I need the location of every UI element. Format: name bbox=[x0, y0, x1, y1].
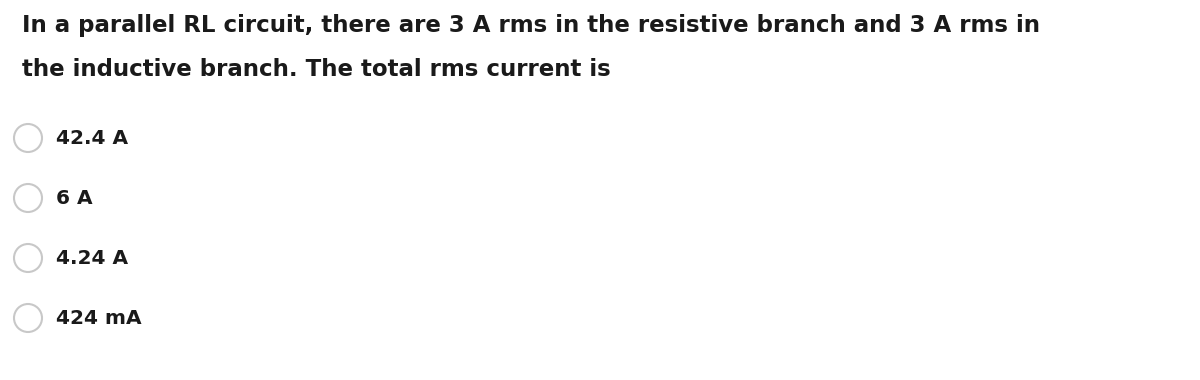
Text: 6 A: 6 A bbox=[56, 188, 92, 207]
Text: In a parallel RL circuit, there are 3 A rms in the resistive branch and 3 A rms : In a parallel RL circuit, there are 3 A … bbox=[22, 14, 1039, 37]
Text: 42.4 A: 42.4 A bbox=[56, 128, 128, 147]
Text: 424 mA: 424 mA bbox=[56, 309, 142, 328]
Text: 4.24 A: 4.24 A bbox=[56, 249, 128, 268]
Text: the inductive branch. The total rms current is: the inductive branch. The total rms curr… bbox=[22, 58, 611, 81]
